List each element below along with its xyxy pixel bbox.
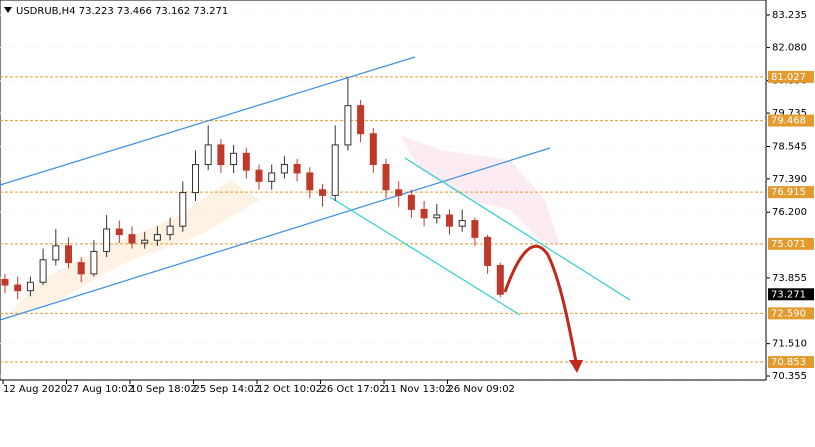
candle-body	[204, 144, 212, 166]
channel-line	[0, 56, 416, 186]
candle-body	[166, 225, 174, 236]
x-tick-label: 12 Aug 2020	[3, 384, 67, 395]
candle-body	[52, 245, 60, 261]
candle-body	[192, 164, 199, 194]
candle-body	[446, 214, 453, 227]
candle-body	[14, 284, 22, 292]
current-price-label: 73.271	[771, 289, 806, 300]
candle-body	[217, 144, 225, 166]
candle-body	[369, 133, 377, 166]
forecast-arrow	[503, 244, 578, 363]
x-tick-label: 10 Sep 18:02	[130, 384, 197, 395]
candle-body	[319, 189, 326, 196]
candle-body	[90, 250, 98, 275]
current-price-box	[768, 288, 814, 301]
candle-body	[484, 236, 492, 266]
level-label: 81.027	[771, 72, 806, 83]
candle-body	[1, 278, 9, 286]
candle-body	[280, 164, 288, 174]
symbol-menu-icon[interactable]	[4, 7, 12, 13]
candle-body	[103, 228, 111, 252]
ichimoku-cloud	[5, 180, 260, 318]
level-label: 79.468	[771, 116, 806, 127]
x-tick-label: 26 Oct 17:02	[321, 384, 386, 395]
candle-body	[179, 192, 187, 227]
candle-body	[39, 259, 47, 283]
candle-body	[344, 105, 352, 146]
y-tick-label: 77.390	[772, 174, 807, 185]
candle-body	[420, 208, 428, 219]
channel-line	[329, 196, 521, 316]
candle-body	[306, 172, 314, 191]
y-tick-label: 78.545	[772, 141, 807, 152]
chart-title: USDRUB,H4 73.223 73.466 73.162 73.271	[16, 6, 228, 17]
y-tick-label: 76.200	[772, 207, 807, 218]
level-label: 75.071	[771, 239, 806, 250]
level-box	[768, 237, 814, 250]
y-tick-label: 70.355	[772, 371, 807, 382]
candle-body	[395, 189, 403, 196]
candle-body	[255, 169, 263, 182]
y-tick-label: 83.235	[772, 10, 807, 21]
candle-body	[141, 239, 149, 244]
candle-body	[77, 262, 85, 275]
x-tick-label: 26 Nov 09:02	[448, 384, 515, 395]
x-tick-label: 11 Nov 13:02	[384, 384, 451, 395]
level-box	[768, 356, 814, 369]
candle-body	[407, 194, 415, 210]
candle-body	[65, 245, 72, 264]
y-tick-label: 82.080	[772, 42, 807, 53]
ichimoku-cloud	[400, 135, 560, 245]
candle-body	[357, 105, 365, 135]
candle-body	[496, 264, 504, 295]
y-tick-label: 71.510	[772, 339, 807, 350]
x-tick-label: 12 Oct 10:02	[257, 384, 322, 395]
x-tick-label: 27 Aug 10:02	[67, 384, 134, 395]
forecast-arrowhead	[569, 360, 583, 373]
candle-body	[230, 152, 238, 166]
candle-body	[293, 164, 301, 174]
candle-body	[153, 234, 161, 241]
candle-body	[128, 234, 136, 244]
candle-body	[115, 228, 123, 236]
candle-body	[26, 281, 34, 292]
candle-body	[242, 152, 250, 171]
x-tick-label: 25 Sep 14:02	[194, 384, 261, 395]
level-label: 70.853	[771, 357, 806, 368]
level-box	[768, 186, 814, 199]
level-label: 72.590	[771, 308, 806, 319]
candle-body	[433, 214, 441, 219]
level-box	[768, 114, 814, 127]
y-tick-label: 73.855	[772, 273, 807, 284]
level-box	[768, 70, 814, 83]
candle-body	[268, 172, 276, 182]
candle-body	[458, 220, 466, 227]
candle-body	[382, 164, 390, 191]
level-label: 76.915	[771, 187, 806, 198]
y-tick-label: 79.735	[772, 108, 807, 119]
channel-line	[404, 157, 631, 301]
channel-line	[0, 147, 551, 321]
candle-body	[331, 144, 339, 196]
candle-body	[471, 220, 479, 238]
level-box	[768, 307, 814, 320]
